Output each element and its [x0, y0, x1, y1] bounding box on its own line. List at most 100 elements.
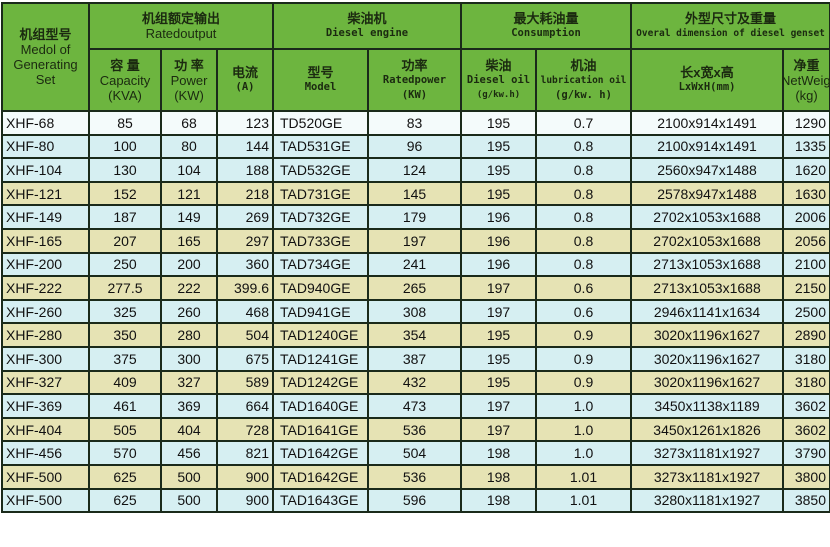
- table-row: XHF-68 85 68 123 TD520GE 83 195 0.7 2100x914x149…: [1, 110, 830, 136]
- header-diesel-en: Diesel oil: [466, 73, 531, 86]
- header-weight: 净重 NetWeight (kg): [781, 48, 830, 112]
- cell-model: XHF-222: [1, 275, 90, 301]
- cell-weight: 1620: [782, 157, 830, 183]
- header-diesel-engine: 柴油机 Diesel engine: [272, 2, 462, 50]
- cell-diesel-oil: 195: [460, 369, 537, 396]
- cell-lube-oil: 1.01: [534, 487, 633, 514]
- header-dimension: 外型尺寸及重量 Overal dimension of diesel gense…: [630, 2, 830, 50]
- header-capacity: 容 量 Capacity (KVA): [88, 48, 162, 112]
- header-capacity-cn: 容 量: [110, 57, 140, 73]
- cell-capacity: 350: [88, 322, 162, 348]
- cell-diesel-oil: 195: [460, 180, 537, 207]
- cell-current: 123: [216, 110, 274, 136]
- cell-capacity: 625: [88, 463, 162, 490]
- cell-current: 821: [216, 440, 274, 466]
- cell-capacity: 130: [88, 157, 162, 183]
- cell-dimensions: 2578x947x1488: [630, 180, 785, 207]
- cell-capacity: 505: [88, 416, 162, 443]
- genset-spec-table: 机组型号 Medol of Generating Set 机组额定输出 Rate…: [1, 2, 830, 514]
- cell-model: XHF-200: [1, 251, 90, 278]
- cell-capacity: 277.5: [88, 275, 162, 301]
- cell-dimensions: 2100x914x1491: [630, 133, 785, 160]
- table-row: XHF-260 325 260 468 TAD941GE 308 197 0.6 2946x11…: [1, 298, 830, 325]
- cell-lube-oil: 1.0: [534, 440, 633, 466]
- cell-power: 121: [160, 180, 218, 207]
- cell-engine-model: TAD1242GE: [272, 369, 369, 396]
- cell-current: 297: [216, 227, 274, 254]
- cell-dimensions: 3273x1181x1927: [630, 440, 785, 466]
- cell-engine-power: 145: [367, 180, 462, 207]
- cell-diesel-oil: 196: [460, 227, 537, 254]
- cell-power: 327: [160, 369, 218, 396]
- cell-lube-oil: 0.8: [534, 251, 633, 278]
- table-row: XHF-165 207 165 297 TAD733GE 197 196 0.8 2702x10…: [1, 227, 830, 254]
- cell-current: 504: [216, 322, 274, 348]
- cell-engine-model: TAD1640GE: [272, 393, 369, 419]
- cell-lube-oil: 0.8: [534, 227, 633, 254]
- cell-weight: 2100: [782, 251, 830, 278]
- cell-diesel-oil: 196: [460, 204, 537, 230]
- cell-capacity: 250: [88, 251, 162, 278]
- cell-engine-model: TAD532GE: [272, 157, 369, 183]
- cell-capacity: 187: [88, 204, 162, 230]
- cell-engine-power: 83: [367, 110, 462, 136]
- header-diesel-cn: 柴油: [485, 57, 512, 73]
- cell-model: XHF-300: [1, 345, 90, 372]
- cell-capacity: 461: [88, 393, 162, 419]
- cell-engine-power: 197: [367, 227, 462, 254]
- header-lwh-cn: 长x宽x高: [680, 65, 734, 80]
- cell-current: 188: [216, 157, 274, 183]
- cell-engine-model: TAD1240GE: [272, 322, 369, 348]
- cell-model: XHF-260: [1, 298, 90, 325]
- cell-lube-oil: 1.01: [534, 463, 633, 490]
- cell-engine-power: 354: [367, 322, 462, 348]
- cell-capacity: 409: [88, 369, 162, 396]
- cell-capacity: 325: [88, 298, 162, 325]
- cell-engine-power: 536: [367, 416, 462, 443]
- cell-lube-oil: 0.8: [534, 133, 633, 160]
- cell-capacity: 570: [88, 440, 162, 466]
- header-power-en: Power: [170, 72, 208, 88]
- table-row: XHF-104 130 104 188 TAD532GE 124 195 0.8 2560x94…: [1, 157, 830, 183]
- table-row: XHF-149 187 149 269 TAD732GE 179 196 0.8 2702x10…: [1, 204, 830, 230]
- header-engine-power-en: Ratedpower: [382, 73, 447, 86]
- cell-weight: 1290: [782, 110, 830, 136]
- header-model-cn: 机组型号: [19, 27, 72, 42]
- header-lwh-en: LxWxH(mm): [678, 81, 736, 93]
- cell-model: XHF-121: [1, 180, 90, 207]
- table-row: XHF-280 350 280 504 TAD1240GE 354 195 0.9 3020x1…: [1, 322, 830, 348]
- header-engine-power-cn: 功率: [401, 57, 428, 73]
- cell-lube-oil: 0.8: [534, 204, 633, 230]
- cell-dimensions: 3273x1181x1927: [630, 463, 785, 490]
- header-lube-en: lubrication oil: [540, 74, 627, 86]
- cell-engine-model: TAD940GE: [272, 275, 369, 301]
- cell-diesel-oil: 198: [460, 487, 537, 514]
- header-dimension-cn: 外型尺寸及重量: [685, 11, 777, 26]
- cell-weight: 3602: [782, 416, 830, 443]
- cell-lube-oil: 0.7: [534, 110, 633, 136]
- cell-power: 80: [160, 133, 218, 160]
- cell-model: XHF-369: [1, 393, 90, 419]
- cell-engine-power: 504: [367, 440, 462, 466]
- cell-model: XHF-456: [1, 440, 90, 466]
- header-capacity-unit: (KVA): [108, 87, 142, 103]
- cell-weight: 2056: [782, 227, 830, 254]
- cell-engine-power: 536: [367, 463, 462, 490]
- cell-power: 222: [160, 275, 218, 301]
- header-weight-unit: (kg): [795, 87, 818, 103]
- header-rated-output: 机组额定输出 Ratedoutput: [88, 2, 274, 50]
- cell-weight: 3180: [782, 345, 830, 372]
- cell-current: 468: [216, 298, 274, 325]
- cell-dimensions: 3020x1196x1627: [630, 369, 785, 396]
- table-row: XHF-121 152 121 218 TAD731GE 145 195 0.8 2578x94…: [1, 180, 830, 207]
- cell-power: 104: [160, 157, 218, 183]
- header-current-cn: 电流: [231, 65, 258, 80]
- cell-weight: 3602: [782, 393, 830, 419]
- header-consumption-en: Consumption: [511, 27, 581, 39]
- cell-engine-model: TAD941GE: [272, 298, 369, 325]
- cell-current: 360: [216, 251, 274, 278]
- cell-weight: 3180: [782, 369, 830, 396]
- cell-weight: 3800: [782, 463, 830, 490]
- cell-engine-power: 596: [367, 487, 462, 514]
- cell-dimensions: 3450x1138x1189: [630, 393, 785, 419]
